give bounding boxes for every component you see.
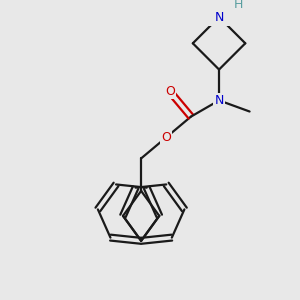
Text: H: H [233, 0, 243, 11]
Text: N: N [214, 94, 224, 107]
Text: O: O [161, 131, 171, 144]
Text: N: N [214, 11, 224, 24]
Text: O: O [165, 85, 175, 98]
